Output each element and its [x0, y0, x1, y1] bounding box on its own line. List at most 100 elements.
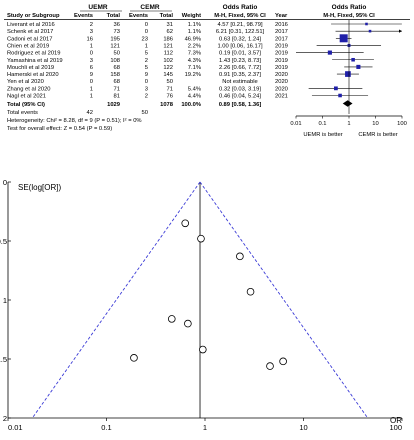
funnel-right-limit	[199, 181, 369, 419]
weight-box	[339, 34, 348, 43]
study-name: Chien et al 2019	[7, 43, 49, 49]
study-rows: Liverant et al 2016 2 36 0 31 1.1% 4.57 [0.21,…	[7, 22, 402, 100]
events-uemr: 1	[90, 43, 93, 49]
study-year: 2016	[275, 22, 288, 28]
total-n-cemr: 1078	[160, 102, 174, 108]
forest-plot: UEMR CEMR Odds Ratio Odds Ratio Study or…	[4, 4, 410, 138]
forest-tick-label: 10	[372, 121, 378, 127]
funnel-point	[266, 362, 274, 370]
study-row: Schenk et al 2017 3 73 0 62 1.1% 6.21 [0.31, 1…	[7, 29, 402, 35]
weight-box	[368, 29, 372, 33]
study-name: Yamashina et al 2019	[7, 58, 63, 64]
or-ci-text: Not estimable	[222, 79, 257, 85]
total-uemr: 36	[114, 22, 120, 28]
study-name: Rodriguez et al 2019	[7, 51, 61, 57]
funnel-y-tick-label: 0	[3, 178, 7, 187]
weight-box	[365, 22, 368, 26]
total-uemr: 81	[114, 94, 120, 100]
study-name: Hamerski et al 2020	[7, 72, 59, 78]
group-or-label: Odds Ratio	[223, 4, 258, 11]
study-name: Yen et al 2020	[7, 79, 44, 85]
funnel-x-tick-label: 1	[203, 423, 207, 432]
study-row: Nagl et al 2021 1 81 2 76 4.4% 0.46 [0.04, 5.2…	[7, 93, 369, 100]
study-year: 2020	[275, 79, 288, 85]
favours-right: CEMR is better	[358, 132, 397, 138]
or-ci-text: 0.46 [0.04, 5.24]	[219, 94, 261, 100]
funnel-point	[236, 252, 244, 261]
study-row: Rodriguez et al 2019 0 50 5 112 7.3% 0.19 [0.0…	[7, 50, 364, 57]
total-uemr: 68	[114, 79, 120, 85]
weight: 4.3%	[188, 58, 201, 64]
events-uemr: 0	[90, 51, 93, 57]
study-row: Liverant et al 2016 2 36 0 31 1.1% 4.57 [0.21,…	[7, 22, 402, 28]
weight: 2.2%	[188, 43, 201, 49]
or-ci-text: 0.91 [0.35, 2.37]	[219, 72, 261, 78]
study-row: Yamashina et al 2019 3 108 2 102 4.3% 1.43 [0.…	[7, 58, 374, 64]
group-or-plot-label: Odds Ratio	[332, 4, 367, 11]
events-cemr: 2	[145, 58, 148, 64]
total-cemr: 122	[163, 65, 173, 71]
header-or: M-H, Fixed, 95% CI	[214, 13, 266, 19]
events-uemr: 1	[90, 94, 93, 100]
events-cemr: 9	[145, 72, 148, 78]
funnel-y-tick-label: 1.5	[0, 355, 7, 364]
total-events-cemr: 50	[142, 110, 148, 116]
funnel-point	[246, 287, 255, 296]
weight: 7.1%	[188, 65, 201, 71]
events-uemr: 16	[87, 36, 93, 42]
total-cemr: 145	[163, 72, 173, 78]
total-or-text: 0.89 [0.58, 1.36]	[219, 102, 262, 108]
header-total-cemr: Total	[160, 13, 174, 19]
funnel-y-tick-label: 0.5	[0, 237, 7, 246]
weight: 7.3%	[188, 51, 201, 57]
study-year: 2019	[275, 43, 288, 49]
or-ci-text: 6.21 [0.31, 122.51]	[216, 29, 265, 35]
study-year: 2017	[275, 29, 288, 35]
study-row: Hamerski et al 2020 9 158 9 145 19.2% 0.91 [0.…	[7, 71, 359, 78]
total-cemr: 31	[167, 22, 173, 28]
total-n-uemr: 1029	[107, 102, 121, 108]
group-cemr-label: CEMR	[140, 4, 159, 11]
study-year: 2020	[275, 86, 288, 92]
total-weight: 100.0%	[181, 102, 201, 108]
header-year: Year	[275, 13, 288, 19]
funnel-points	[130, 219, 287, 370]
events-cemr: 0	[145, 79, 148, 85]
study-year: 2020	[275, 72, 288, 78]
header-weight: Weight	[182, 13, 201, 19]
funnel-point	[130, 354, 138, 362]
events-cemr: 3	[145, 86, 148, 92]
total-cemr: 76	[167, 94, 173, 100]
total-cemr: 112	[164, 51, 173, 57]
funnel-point	[199, 345, 207, 354]
events-cemr: 1	[145, 43, 148, 49]
weight-box	[356, 64, 361, 69]
total-label: Total (95% CI)	[7, 102, 45, 108]
funnel-point	[167, 315, 176, 323]
weight-box	[338, 93, 342, 98]
events-cemr: 5	[145, 51, 148, 57]
or-ci-text: 1.00 [0.06, 16.17]	[217, 43, 263, 49]
weight: 5.4%	[188, 86, 201, 92]
events-uemr: 3	[90, 58, 93, 64]
events-uemr: 6	[90, 65, 93, 71]
weight-box	[345, 71, 351, 77]
events-cemr: 2	[145, 94, 148, 100]
overall-effect-text: Test for overall effect: Z = 0.54 (P = 0…	[7, 126, 112, 132]
events-uemr: 9	[90, 72, 93, 78]
funnel-y-tick-label: 1	[3, 296, 7, 305]
study-name: Mouchli et al 2019	[7, 65, 54, 71]
total-cemr: 121	[163, 43, 173, 49]
funnel-point	[197, 234, 205, 243]
header-or-plot: M-H, Fixed, 95% CI	[323, 13, 375, 19]
weight: 19.2%	[185, 72, 201, 78]
forest-tick-label: 0.1	[318, 121, 326, 127]
total-uemr: 68	[114, 65, 120, 71]
forest-axis: 0.01 0.1 1 10 100	[290, 20, 407, 127]
study-name: Schenk et al 2017	[7, 29, 53, 35]
study-year: 2017	[275, 36, 288, 42]
funnel-x-axis-label: OR	[390, 416, 402, 425]
study-year: 2019	[275, 51, 288, 57]
or-ci-text: 0.32 [0.03, 3.19]	[219, 86, 261, 92]
funnel-axes: 0 0.5 1 1.5 20.01 0.1 1 10 100	[0, 178, 403, 432]
